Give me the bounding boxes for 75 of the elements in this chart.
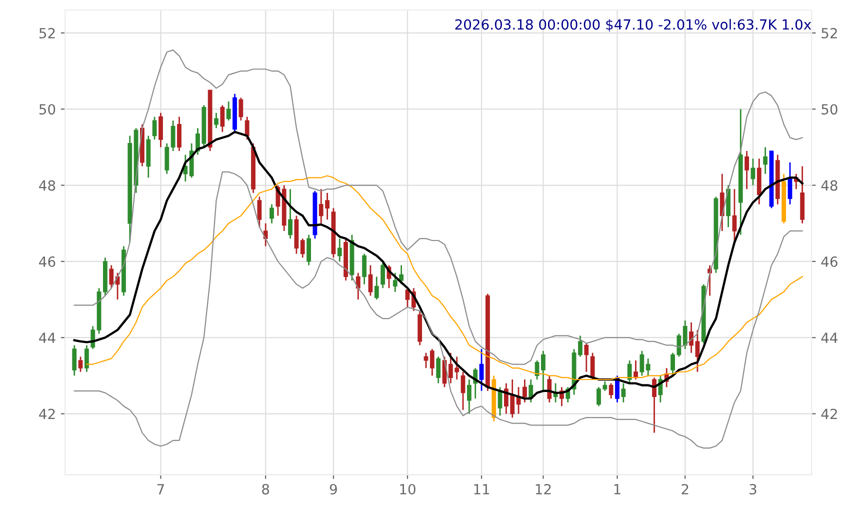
candlestick <box>399 264 404 285</box>
candlestick <box>584 342 589 373</box>
text: 2026.03.18 00:00:00 $47.10 -2.01% vol:63.7K 1.0x <box>455 18 812 32</box>
y2-tick-label: 48 <box>821 180 838 191</box>
x-tick-label: 7 <box>157 484 164 494</box>
candlestick <box>288 188 292 240</box>
x-tick-label: 2 <box>682 484 688 494</box>
x-tick-label: 9 <box>330 484 337 494</box>
candlestick <box>522 378 527 404</box>
candlestick <box>152 116 157 140</box>
x-tick-label: 3 <box>750 484 756 494</box>
candlestick <box>541 350 546 392</box>
candlestick <box>257 196 262 228</box>
candlestick <box>374 276 379 300</box>
candlestick <box>430 348 434 376</box>
candlestick <box>244 116 250 140</box>
candlestick <box>238 96 244 122</box>
candlestick <box>226 100 231 122</box>
candlestick <box>90 325 96 350</box>
candlestick <box>170 120 176 152</box>
candlestick <box>72 344 77 376</box>
candlestick <box>337 238 342 262</box>
candlestick <box>306 234 311 266</box>
y2-tick-label: 44 <box>821 332 838 343</box>
y2-tick-label: 46 <box>821 256 838 267</box>
candlestick <box>392 272 398 293</box>
candlestick <box>695 329 700 373</box>
line-series <box>74 50 803 365</box>
candlestick <box>479 348 484 392</box>
candlestick <box>164 142 170 175</box>
candlestick <box>682 320 688 350</box>
candlestick <box>744 150 750 190</box>
candlestick <box>356 272 360 300</box>
candlestick <box>424 352 428 369</box>
y2-tick-label: 42 <box>821 408 837 420</box>
candlestick <box>177 116 182 152</box>
line-series <box>74 171 803 449</box>
candlestick <box>460 371 466 411</box>
candlestick <box>436 356 441 384</box>
candlestick <box>300 238 305 258</box>
candlestick <box>466 378 472 414</box>
candlestick <box>78 356 83 373</box>
y2-tick-label: 52 <box>822 28 837 38</box>
x-tick-label: 1 <box>614 484 620 494</box>
y2-tick-label: 50 <box>822 104 838 115</box>
x-tick-label: 12 <box>536 484 551 494</box>
candlestick <box>627 360 632 384</box>
candlestick <box>640 350 644 376</box>
candlestick <box>220 104 225 133</box>
y-tick-label: 48 <box>39 180 56 191</box>
candlestick <box>646 358 650 376</box>
candlestick <box>109 264 114 289</box>
candlestick <box>720 173 724 232</box>
candlestick <box>270 204 274 224</box>
x-tick-label: 10 <box>400 484 416 494</box>
candlestick <box>608 382 614 400</box>
x-tick-label: 11 <box>474 484 490 494</box>
candlestick <box>590 352 595 380</box>
candlestick <box>689 322 694 354</box>
y-tick-label: 44 <box>39 332 56 343</box>
x-tick-label: 8 <box>262 484 270 494</box>
candlestick <box>84 344 89 373</box>
candlestick <box>158 112 163 148</box>
candlestick <box>368 264 373 296</box>
candlestick <box>652 376 656 434</box>
y-tick-label: 46 <box>39 256 56 267</box>
candlestick <box>380 260 386 289</box>
candlestick <box>621 382 626 404</box>
candlestick <box>214 112 218 129</box>
candlestick <box>763 146 768 175</box>
candlestick <box>263 222 268 247</box>
candlestick <box>362 253 367 285</box>
y-tick-label: 42 <box>39 408 55 420</box>
y-tick-label: 52 <box>39 28 55 38</box>
y-tick-label: 50 <box>39 104 56 115</box>
